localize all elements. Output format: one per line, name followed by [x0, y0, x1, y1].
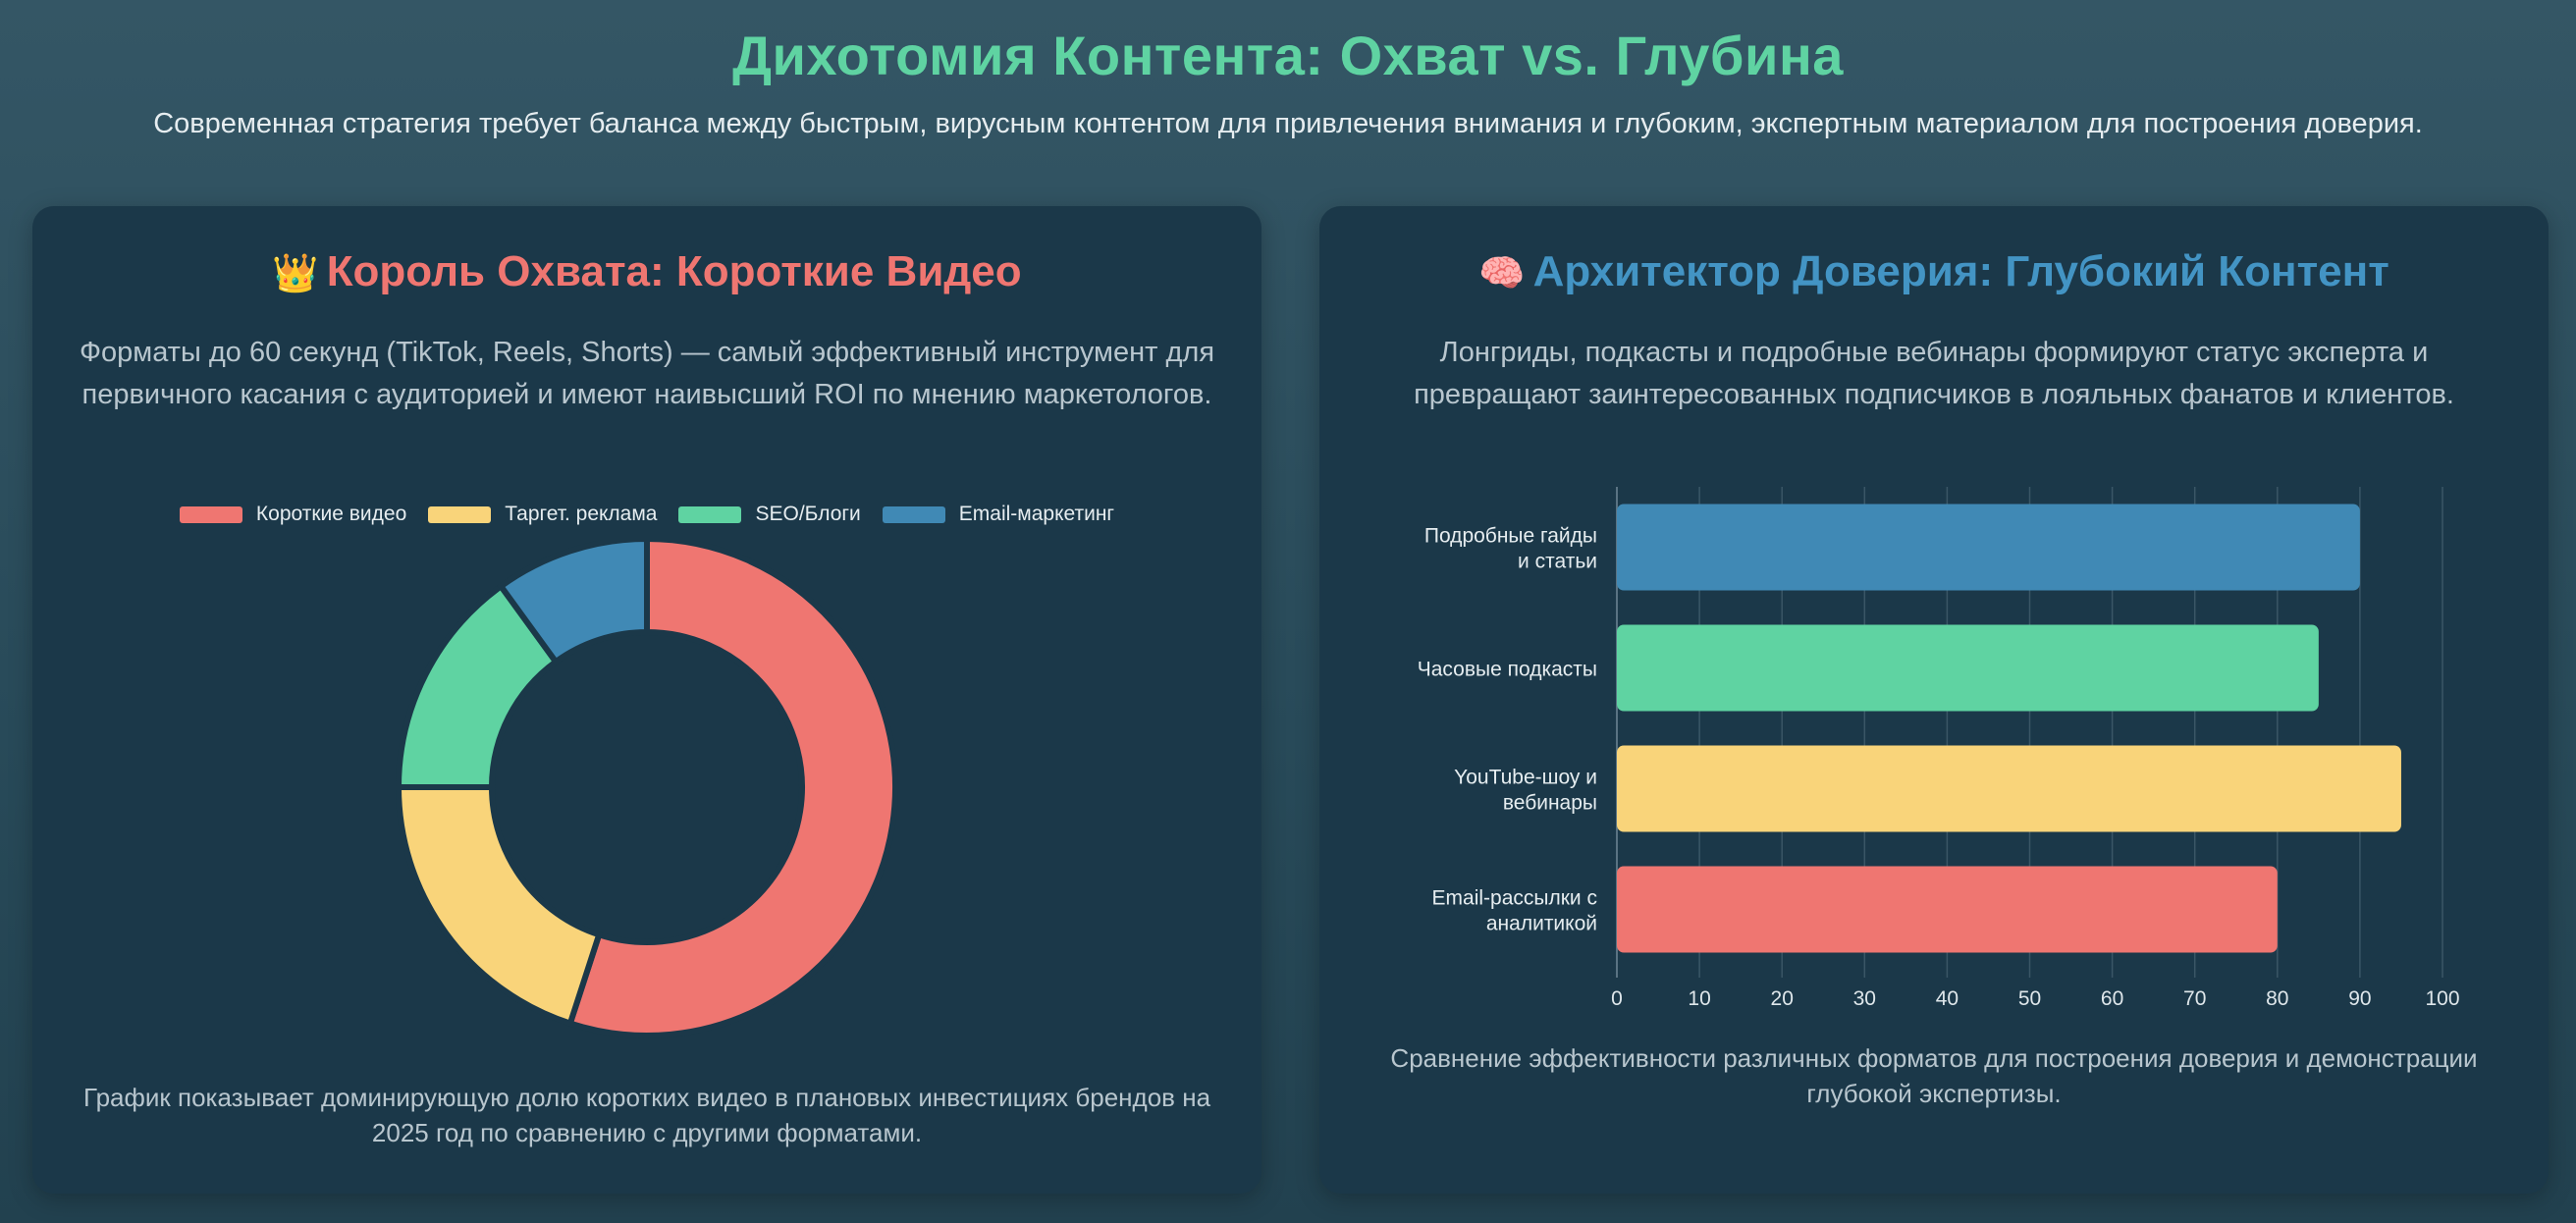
x-tick-label: 80 [2266, 987, 2288, 1010]
y-category-label: и статьи [1518, 551, 1597, 573]
donut-chart [395, 540, 899, 1038]
deep-content-card-title-text: Архитектор Доверия: Глубокий Контент [1532, 247, 2389, 295]
y-category-label: Часовые подкасты [1418, 659, 1597, 681]
short-video-card-title-text: Король Охвата: Короткие Видео [326, 247, 1022, 295]
short-video-card-description: Форматы до 60 секунд (TikTok, Reels, Sho… [79, 337, 1215, 410]
donut-slice[interactable] [566, 540, 899, 1038]
crown-icon: 👑 [272, 253, 319, 294]
legend-label: Таргет. реклама [505, 503, 658, 525]
deep-content-card-footer: Сравнение эффективности различных формат… [1390, 1043, 2478, 1108]
x-tick-label: 40 [1936, 987, 1959, 1010]
legend-item[interactable]: Короткие видео [179, 503, 407, 526]
x-tick-label: 70 [2183, 987, 2206, 1010]
legend-item[interactable]: Email-маркетинг [882, 503, 1115, 526]
donut-legend: Короткие видео Таргет. реклама SEO/Блоги Em… [32, 503, 1261, 526]
legend-label: Короткие видео [255, 503, 407, 525]
legend-swatch [678, 505, 742, 523]
y-category-label: Email-рассылки с [1432, 887, 1597, 910]
y-category-label: вебинары [1503, 792, 1597, 815]
x-tick-label: 20 [1771, 987, 1794, 1010]
legend-swatch [428, 505, 492, 523]
deep-content-card-description: Лонгриды, подкасты и подробные вебинары … [1414, 337, 2454, 410]
deep-content-card-title: 🧠 Архитектор Доверия: Глубокий Контент [1319, 247, 2549, 296]
donut-slice[interactable] [395, 784, 603, 1028]
short-video-card-footer: График показывает доминирующую долю коро… [82, 1083, 1211, 1147]
bar[interactable] [1617, 866, 2278, 953]
legend-item[interactable]: SEO/Блоги [678, 503, 861, 526]
legend-swatch [179, 505, 242, 523]
bar[interactable] [1617, 745, 2401, 832]
donut-slice[interactable] [497, 540, 650, 666]
short-video-card: 👑 Король Охвата: Короткие Видео Форматы д… [32, 206, 1261, 1194]
legend-label: SEO/Блоги [755, 503, 861, 525]
legend-item[interactable]: Таргет. реклама [428, 503, 657, 526]
page-title: Дихотомия Контента: Охват vs. Глубина [732, 25, 1844, 86]
y-category-label: YouTube-шоу и [1454, 767, 1597, 789]
y-category-label: аналитикой [1486, 913, 1597, 935]
y-category-label: Подробные гайды [1424, 525, 1597, 548]
x-tick-label: 30 [1853, 987, 1876, 1010]
x-tick-label: 10 [1688, 987, 1710, 1010]
bar[interactable] [1617, 624, 2319, 712]
brain-icon: 🧠 [1478, 253, 1526, 294]
legend-label: Email-маркетинг [958, 503, 1115, 525]
page-subtitle: Современная стратегия требует баланса ме… [153, 108, 2423, 139]
short-video-card-title: 👑 Король Охвата: Короткие Видео [32, 247, 1261, 296]
bar-chart: 0 10 20 30 40 50 60 70 80 90 100 Подробные гайды и с… [1418, 487, 2460, 1010]
x-tick-label: 100 [2425, 987, 2459, 1010]
x-tick-label: 90 [2348, 987, 2371, 1010]
x-tick-label: 50 [2018, 987, 2041, 1010]
x-tick-label: 0 [1611, 987, 1623, 1010]
deep-content-card: 🧠 Архитектор Доверия: Глубокий Контент Ло… [1319, 206, 2549, 1194]
x-tick-label: 60 [2101, 987, 2123, 1010]
bar[interactable] [1617, 504, 2360, 591]
legend-swatch [882, 505, 945, 523]
